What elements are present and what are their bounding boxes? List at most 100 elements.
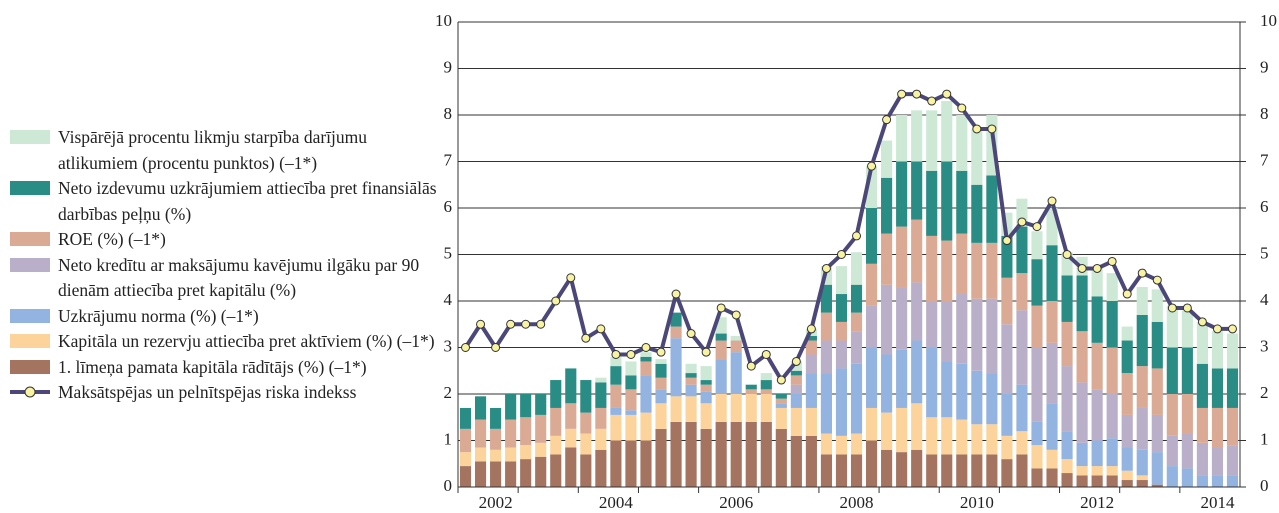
bar-segment (1136, 366, 1148, 408)
bar-segment (655, 377, 667, 390)
bar-segment (1031, 305, 1043, 348)
bar-segment (865, 347, 878, 408)
bar-segment (820, 433, 833, 455)
bar-segment (1121, 414, 1133, 448)
bar-segment (670, 312, 682, 327)
bar-segment (835, 266, 848, 295)
bar-segment (835, 454, 848, 487)
x-tick-label: 2012 (1080, 493, 1114, 512)
bar-segment (745, 394, 757, 422)
bar-segment (640, 352, 652, 357)
bar-segment (986, 115, 998, 176)
bar-segment (1106, 301, 1118, 348)
bar-segment (1046, 403, 1058, 450)
bar-segment (474, 447, 487, 462)
bar-segment (956, 419, 968, 455)
line-marker (761, 349, 771, 359)
bar-segment (911, 282, 923, 341)
line-marker (746, 361, 756, 371)
bar-segment (535, 442, 547, 457)
bar-segment (1091, 466, 1103, 476)
bar-segment (760, 394, 772, 422)
bar-segment (1121, 373, 1133, 415)
bar-segment (1031, 259, 1043, 306)
line-marker (686, 329, 696, 339)
line-marker (927, 96, 937, 106)
bar-segment (881, 284, 893, 355)
bar-segment (1076, 475, 1088, 487)
y2-tick-label: 4 (1260, 290, 1269, 309)
bar-segment (730, 340, 742, 353)
bar-segment (1106, 438, 1118, 467)
bar-segment (820, 312, 833, 341)
bar-segment (1226, 333, 1239, 369)
bar-segment (715, 421, 727, 487)
line-marker (957, 103, 967, 113)
bar-segment (1061, 275, 1073, 322)
x-tick-label: 2006 (719, 493, 753, 512)
line-marker (551, 296, 561, 306)
bar-segment (685, 373, 697, 378)
line-marker (1152, 275, 1162, 285)
line-marker (1077, 263, 1087, 273)
bar-segment (1166, 347, 1178, 394)
bar-segment (911, 219, 923, 283)
bar-segment (865, 440, 878, 487)
legend-label: 1. līmeņa pamata kapitāla rādītājs (%) (… (58, 356, 367, 377)
bar-segment (971, 242, 983, 299)
bar-segment (790, 375, 802, 385)
line-marker (1032, 222, 1042, 232)
bar-segment (805, 335, 817, 341)
bar-segment (1166, 466, 1178, 487)
line-marker (1092, 263, 1102, 273)
bar-segment (1181, 347, 1193, 394)
bar-segment (1196, 321, 1208, 364)
line-marker (867, 161, 877, 171)
bar-segment (805, 340, 817, 355)
bar-segment (715, 340, 727, 360)
bar-segment (1046, 245, 1058, 301)
bar-segment (790, 435, 802, 487)
legend-item: 1. līmeņa pamata kapitāla rādītājs (%) (… (10, 355, 440, 381)
bar-segment (610, 440, 622, 487)
bar-segment (1166, 394, 1178, 436)
bar-segment (760, 373, 772, 381)
bar-segment (805, 354, 817, 374)
bar-segment (956, 454, 968, 487)
bar-segment (1076, 442, 1088, 467)
bar-segment (535, 394, 547, 415)
bar-segment (1076, 331, 1088, 383)
line-marker (1017, 217, 1027, 227)
y-tick-label: 8 (444, 104, 453, 123)
y2-tick-label: 3 (1260, 336, 1269, 355)
bar-segment (1226, 407, 1239, 446)
bar-segment (911, 340, 923, 404)
bar-segment (1016, 198, 1028, 227)
line-marker (1002, 236, 1012, 246)
legend-swatch (10, 386, 50, 398)
y-tick-label: 0 (444, 476, 453, 495)
legend-label: Neto kredītu ar maksājumu kavējumu ilgāk… (58, 254, 420, 301)
bar-segment (745, 421, 757, 487)
bar-segment (715, 317, 727, 334)
bar-segment (881, 233, 893, 285)
bar-segment (670, 338, 682, 397)
bar-segment (1091, 268, 1103, 297)
legend-label: Maksātspējas un pelnītspējas riska indek… (58, 382, 357, 402)
line-marker (596, 324, 606, 334)
bar-segment (1211, 407, 1224, 448)
bar-segment (610, 366, 622, 385)
bar-segment (1106, 466, 1118, 476)
bar-segment (1091, 296, 1103, 343)
bar-segment (1001, 235, 1013, 278)
bar-segment (971, 370, 983, 425)
x-tick-label: 2010 (960, 493, 994, 512)
line-marker (656, 347, 666, 357)
bar-segment (850, 284, 863, 313)
bar-segment (1121, 470, 1133, 481)
bar-segment (926, 454, 938, 487)
legend-item: ROE (%) (–1*) (10, 227, 440, 253)
bar-segment (685, 363, 697, 374)
bar-segment (881, 140, 893, 178)
bar-segment (865, 263, 878, 306)
